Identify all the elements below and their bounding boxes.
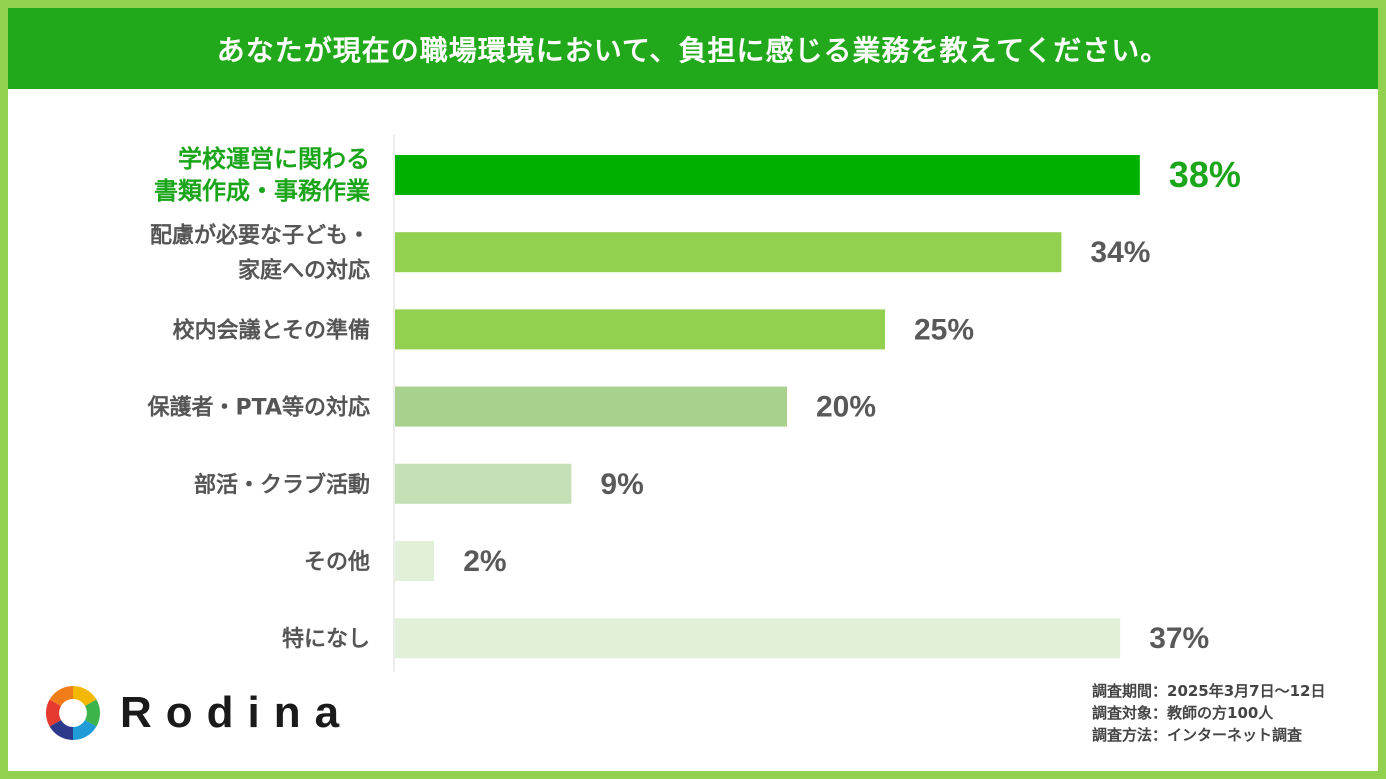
chart-title: あなたが現在の職場環境において、負担に感じる業務を教えてください。 (8, 8, 1378, 89)
survey-note-period: 調査期間：2025年3月7日～12日 (1092, 682, 1326, 700)
survey-notes: 調査期間：2025年3月7日～12日 調査対象：教師の方100人 調査方法：イン… (1092, 680, 1326, 746)
bar-1 (395, 232, 1062, 273)
value-label-4: 9% (600, 468, 643, 501)
bar-4 (395, 463, 572, 504)
value-label-6: 37% (1149, 622, 1209, 655)
survey-note-target: 調査対象：教師の方100人 (1092, 704, 1274, 722)
category-label-0-1: 書類作成・事務作業 (154, 177, 370, 205)
value-label-5: 2% (463, 545, 506, 578)
value-label-1: 34% (1090, 236, 1150, 269)
category-label-4-0: 部活・クラブ活動 (194, 472, 370, 498)
bar-5 (395, 541, 435, 581)
category-label-5-0: その他 (304, 550, 370, 575)
category-label-1-0: 配慮が必要な子ども・ (150, 223, 370, 249)
rodina-logo: Rodina (44, 684, 353, 742)
survey-note-method: 調査方法：インターネット調査 (1092, 726, 1303, 744)
category-label-6-0: 特になし (282, 626, 370, 652)
category-label-0-0: 学校運営に関わる (178, 145, 370, 173)
bar-6 (395, 618, 1121, 659)
category-label-2-0: 校内会議とその準備 (173, 317, 370, 343)
logo-text: Rodina (120, 688, 354, 737)
rodina-logo-icon (45, 686, 101, 740)
category-label-1-1: 家庭への対応 (238, 258, 370, 284)
value-label-3: 20% (816, 391, 876, 424)
category-label-3-0: 保護者・PTA等の対応 (147, 395, 370, 421)
bar-3 (395, 386, 787, 427)
bar-0 (395, 155, 1140, 195)
value-label-2: 25% (914, 313, 974, 346)
value-label-0: 38% (1169, 154, 1241, 195)
bar-2 (395, 309, 885, 350)
